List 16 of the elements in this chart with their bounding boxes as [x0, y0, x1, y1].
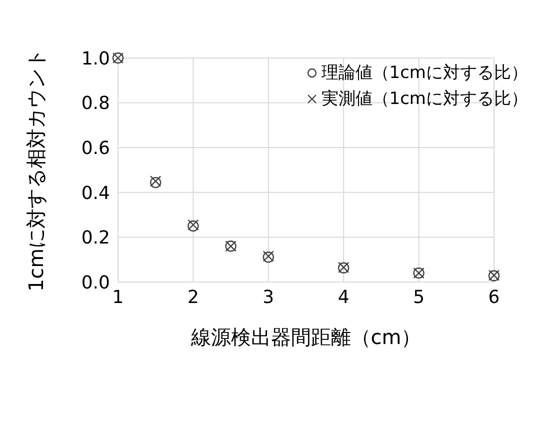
y-tick-label: 0.2	[81, 228, 110, 249]
legend-label: 実測値（1cmに対する比）	[321, 88, 528, 111]
y-axis-title: 1cmに対する相対カウント	[24, 48, 48, 292]
y-tick-label: 0.8	[81, 93, 110, 114]
y-tick-label: 1.0	[81, 48, 110, 70]
x-axis-title: 線源検出器間距離（cm）	[190, 325, 422, 349]
x-tick-label: 6	[488, 286, 500, 308]
x-tick-label: 4	[338, 286, 350, 308]
x-tick-label: 5	[413, 286, 425, 308]
y-tick-label: 0.4	[81, 182, 110, 204]
legend-label: 理論値（1cmに対する比）	[321, 62, 528, 85]
x-tick-label: 3	[262, 286, 274, 308]
y-tick-label: 0.6	[81, 138, 110, 159]
x-tick-label: 2	[187, 286, 199, 308]
y-tick-label: 0.0	[81, 272, 110, 294]
x-tick-label: 1	[112, 286, 124, 308]
